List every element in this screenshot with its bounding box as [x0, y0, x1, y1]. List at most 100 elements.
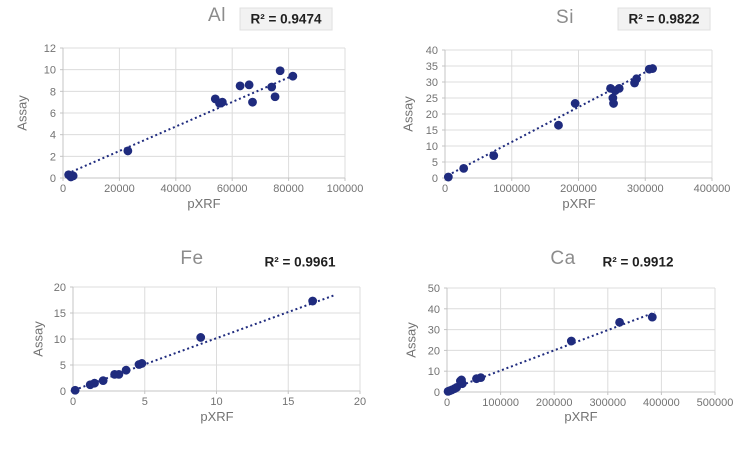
data-point: [648, 64, 657, 73]
data-point: [489, 151, 499, 161]
data-point: [123, 146, 133, 156]
scatter-plot-al: 0 20000 40000 60000 80000 100000 0 2 4 6 8 10 12: [44, 43, 364, 195]
trendline: [447, 65, 657, 177]
data-point: [196, 333, 206, 342]
data-point: [443, 172, 453, 182]
y-axis-title: Assay: [14, 95, 30, 131]
y-axis-title: Assay: [30, 321, 46, 357]
x-tick-label: 20: [354, 396, 366, 408]
data-point: [90, 378, 99, 388]
data-point: [217, 97, 227, 107]
y-tick-label: 0: [434, 387, 440, 399]
data-point: [566, 336, 576, 346]
data-point: [615, 317, 624, 327]
x-tick-label: 15: [282, 396, 294, 408]
data-point: [235, 81, 245, 91]
x-axis-title: pXRF: [562, 196, 596, 211]
data-point: [68, 171, 78, 181]
chart-title: Ca: [550, 248, 576, 269]
data-point: [244, 80, 254, 90]
x-tick-label: 40000: [161, 183, 192, 195]
chart-panel-al: 0 20000 40000 60000 80000 100000 0 2 4 6 8 10 12 Al …: [0, 0, 375, 228]
data-point: [114, 369, 124, 379]
data-point: [270, 92, 280, 102]
data-point: [121, 365, 131, 375]
x-tick-label: 0: [444, 397, 450, 409]
y-tick-label: 10: [428, 366, 440, 378]
y-tick-label: 25: [426, 93, 438, 105]
data-point: [457, 379, 467, 389]
data-point: [459, 164, 469, 173]
chart-title: Si: [556, 7, 574, 28]
data-point: [267, 82, 277, 92]
y-tick-label: 50: [428, 283, 440, 295]
r-squared-label: R² = 0.9912: [602, 254, 674, 270]
data-point: [647, 312, 657, 322]
x-tick-label: 0: [442, 183, 448, 195]
x-tick-label: 5: [142, 396, 148, 408]
y-tick-label: 30: [426, 77, 438, 89]
y-tick-label: 0: [50, 173, 56, 185]
data-point: [554, 120, 563, 130]
y-tick-label: 10: [54, 334, 66, 346]
r-squared-label: R² = 0.9822: [617, 7, 711, 31]
x-tick-label: 200000: [560, 183, 597, 195]
x-tick-label: 300000: [589, 397, 626, 409]
scatter-plot-si: 0 100000 200000 300000 400000 0 5 10 15 20 25 30 35 4…: [426, 45, 731, 195]
data-point: [476, 373, 486, 383]
chart-title: Al: [208, 5, 226, 26]
data-point: [70, 385, 80, 395]
y-tick-label: 5: [432, 157, 438, 169]
data-point: [570, 99, 580, 108]
data-point: [275, 66, 285, 76]
y-tick-label: 35: [426, 61, 438, 73]
x-tick-label: 100000: [327, 183, 364, 195]
y-tick-label: 8: [50, 86, 56, 98]
y-tick-label: 0: [60, 386, 66, 398]
y-tick-label: 20: [54, 282, 66, 294]
data-point: [98, 376, 108, 385]
x-tick-label: 80000: [273, 183, 304, 195]
chart-panel-ca: 0 100000 200000 300000 400000 500000 0 10 20 30 40…: [375, 228, 750, 456]
x-axis-title: pXRF: [187, 196, 221, 211]
y-tick-label: 4: [50, 130, 56, 142]
data-point: [632, 74, 641, 84]
x-tick-label: 400000: [694, 183, 731, 195]
y-tick-label: 15: [54, 308, 66, 320]
y-tick-label: 30: [428, 325, 440, 337]
x-tick-label: 100000: [493, 183, 530, 195]
y-tick-label: 12: [44, 43, 56, 55]
data-point: [137, 359, 147, 368]
r-squared-label: R² = 0.9474: [239, 7, 333, 31]
y-tick-label: 40: [426, 45, 438, 57]
y-tick-label: 40: [428, 304, 440, 316]
x-tick-label: 100000: [482, 397, 519, 409]
data-point: [248, 97, 257, 107]
x-tick-label: 400000: [643, 397, 680, 409]
x-tick-label: 500000: [697, 397, 734, 409]
y-axis-title: Assay: [400, 96, 416, 132]
chart-title: Fe: [180, 248, 204, 269]
y-tick-label: 20: [426, 109, 438, 121]
x-tick-label: 200000: [536, 397, 573, 409]
scatter-plot-fe: 0 5 10 15 20 0 5 10 15 20: [54, 282, 366, 408]
trendline: [66, 74, 295, 175]
x-axis-title: pXRF: [200, 409, 234, 424]
y-tick-label: 10: [426, 141, 438, 153]
x-tick-label: 300000: [627, 183, 664, 195]
scatter-plot-ca: 0 100000 200000 300000 400000 500000 0 10 20 30 40…: [428, 283, 734, 409]
x-tick-label: 10: [210, 396, 222, 408]
y-tick-label: 6: [50, 108, 56, 120]
y-tick-label: 2: [50, 151, 56, 163]
x-tick-label: 0: [60, 183, 66, 195]
y-tick-label: 10: [44, 65, 56, 77]
y-axis-title: Assay: [403, 322, 419, 358]
y-tick-label: 15: [426, 125, 438, 137]
chart-panel-fe: 0 5 10 15 20 0 5 10 15 20 Fe R² = 0.9961 Assay pX…: [0, 228, 375, 456]
chart-panel-si: 0 100000 200000 300000 400000 0 5 10 15 20 25 30 35 4…: [375, 0, 750, 228]
y-tick-label: 0: [432, 173, 438, 185]
r-squared-label: R² = 0.9961: [264, 254, 336, 270]
x-axis-title: pXRF: [564, 409, 598, 424]
data-point: [308, 296, 318, 306]
